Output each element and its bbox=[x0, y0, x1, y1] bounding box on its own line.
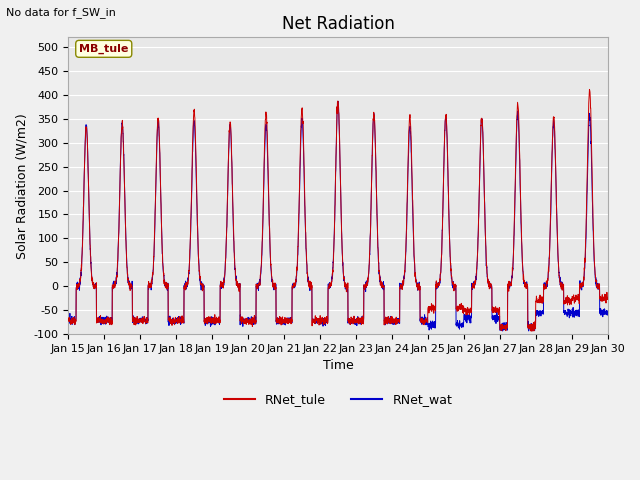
Title: Net Radiation: Net Radiation bbox=[282, 15, 394, 33]
X-axis label: Time: Time bbox=[323, 360, 353, 372]
Text: No data for f_SW_in: No data for f_SW_in bbox=[6, 7, 116, 18]
Y-axis label: Solar Radiation (W/m2): Solar Radiation (W/m2) bbox=[15, 113, 28, 259]
Legend: RNet_tule, RNet_wat: RNet_tule, RNet_wat bbox=[219, 388, 457, 411]
Text: MB_tule: MB_tule bbox=[79, 44, 129, 54]
